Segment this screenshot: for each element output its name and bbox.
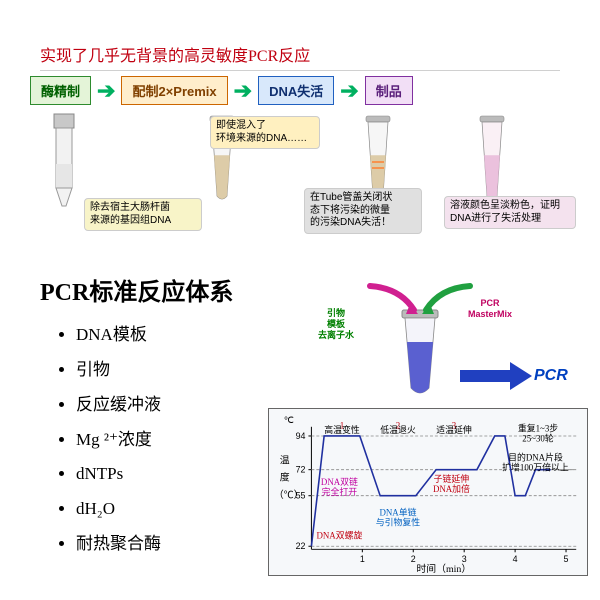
bullet-item: 耐热聚合酶 — [76, 527, 161, 562]
svg-text:4: 4 — [513, 554, 518, 564]
flow-box-0: 酶精制 — [30, 76, 91, 105]
svg-text:DNA单链: DNA单链 — [379, 507, 416, 518]
bullet-item: 反应缓冲液 — [76, 388, 161, 423]
svg-text:22: 22 — [296, 541, 306, 551]
page: 实现了几乎无背景的高灵敏度PCR反应 酶精制➔配制2×Premix➔DNA失活➔… — [0, 0, 600, 600]
arrow-right-icon: ➔ — [234, 78, 252, 104]
svg-text:2: 2 — [411, 554, 416, 564]
svg-text:重复1~3步: 重复1~3步 — [518, 422, 558, 433]
flow-box-3: 制品 — [365, 76, 413, 105]
bullet-item: 引物 — [76, 353, 161, 388]
callout-c1: 除去宿主大肠杆菌 来源的基因组DNA — [84, 198, 202, 231]
svg-text:与引物复性: 与引物复性 — [376, 516, 420, 527]
flow-box-1: 配制2×Premix — [121, 76, 227, 105]
svg-text:子链延伸: 子链延伸 — [434, 473, 470, 484]
bullet-item: DNA模板 — [76, 318, 161, 353]
svg-text:度: 度 — [280, 471, 290, 484]
svg-text:高温变性: 高温变性 — [324, 424, 360, 435]
svg-text:94: 94 — [296, 431, 306, 441]
svg-text:℃: ℃ — [284, 415, 294, 425]
callout-c2: 即使混入了 环境来源的DNA…… — [210, 116, 320, 149]
bullet-list: DNA模板引物反应缓冲液Mg ²⁺浓度dNTPsdH₂O耐热聚合酶 — [58, 318, 161, 562]
bullet-item: dNTPs — [76, 457, 161, 492]
svg-text:DNA双螺旋: DNA双螺旋 — [316, 530, 362, 541]
flow-row: 酶精制➔配制2×Premix➔DNA失活➔制品 — [30, 76, 413, 105]
svg-text:适温延伸: 适温延伸 — [436, 424, 472, 435]
svg-text:扩增100万倍以上: 扩增100万倍以上 — [502, 461, 569, 472]
arrow-right-icon: ➔ — [340, 78, 358, 104]
svg-text:25~30轮: 25~30轮 — [522, 432, 554, 443]
svg-text:目的DNA片段: 目的DNA片段 — [508, 451, 563, 462]
bullet-item: dH₂O — [76, 492, 161, 527]
mastermix-left-label: 引物 模板 去离子水 — [318, 308, 354, 340]
svg-text:DNA双链: DNA双链 — [321, 476, 358, 487]
top-title: 实现了几乎无背景的高灵敏度PCR反应 — [40, 42, 560, 71]
bullet-item: Mg ²⁺浓度 — [76, 423, 161, 458]
mastermix-pcr-label: PCR — [534, 366, 568, 385]
svg-text:低温退火: 低温退火 — [380, 424, 416, 435]
svg-text:时间（min）: 时间（min） — [416, 562, 471, 575]
svg-text:3: 3 — [462, 554, 467, 564]
svg-text:温: 温 — [280, 455, 290, 467]
tubes-area: 除去宿主大肠杆菌 来源的基因组DNA 即使混入了 环境来源的DNA…… 在Tube管… — [26, 108, 578, 248]
svg-text:（℃）: （℃） — [274, 489, 304, 501]
svg-text:5: 5 — [564, 554, 569, 564]
mastermix-right-label: PCR MasterMix — [468, 298, 512, 320]
pcr-cycle-chart: ℃2255729412345时间（min）温度（℃）1高温变性2低温退火3适温延… — [268, 408, 588, 576]
callout-c4: 溶液颜色呈淡粉色，证明 DNA进行了失活处理 — [444, 196, 576, 229]
callout-c3: 在Tube管盖关闭状 态下将污染的微量 的污染DNA失活！ — [304, 188, 422, 234]
mastermix-block: 引物 模板 去离子水 PCR MasterMix PCR — [310, 280, 570, 410]
mastermix-svg — [310, 280, 570, 410]
svg-text:72: 72 — [296, 465, 306, 475]
svg-text:完全打开: 完全打开 — [322, 486, 358, 497]
svg-text:DNA加倍: DNA加倍 — [433, 483, 470, 494]
flow-box-2: DNA失活 — [258, 76, 334, 105]
svg-text:1: 1 — [360, 554, 365, 564]
section-heading: PCR标准反应体系 — [40, 272, 233, 307]
arrow-right-icon: ➔ — [97, 78, 115, 104]
chart-svg: ℃2255729412345时间（min）温度（℃）1高温变性2低温退火3适温延… — [269, 409, 587, 575]
